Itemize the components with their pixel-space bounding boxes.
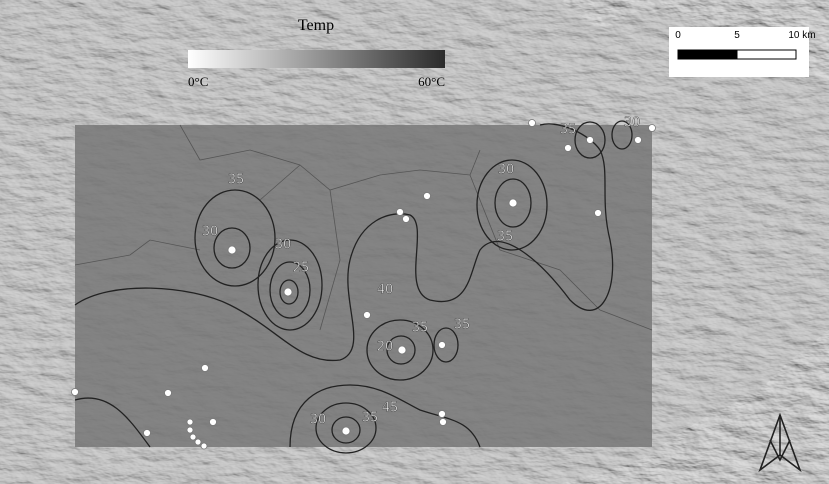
scale-bar: 0 5 10 km [669,27,816,77]
temperature-surface [75,125,652,447]
contour-label: 35 [362,411,379,426]
contour-label: 35 [412,321,429,336]
contour-label: 30 [202,225,219,240]
contour-label: 35 [454,318,471,333]
contour-label: 30 [310,413,327,428]
legend-max: 60°C [418,74,445,89]
color-ramp [188,50,445,68]
legend-title: Temp [298,17,334,34]
contour-label: 30 [498,163,515,178]
contour-label: 40 [377,283,394,298]
contour-label: 30 [624,116,641,131]
legend-min: 0°C [188,74,208,89]
contour-label: 30 [275,238,292,253]
contour-label: 25 [293,261,310,276]
contour-label: 35 [497,230,514,245]
scale-label: 10 km [788,30,815,41]
contour-label: 45 [382,401,399,416]
contour-label: 20 [377,340,394,355]
map: 35 30 30 25 40 20 35 35 30 35 35 30 30 3… [0,0,829,484]
contour-label: 35 [560,123,577,138]
contour-label: 35 [228,173,245,188]
scale-label: 5 [734,30,740,41]
scale-label: 0 [675,30,681,41]
